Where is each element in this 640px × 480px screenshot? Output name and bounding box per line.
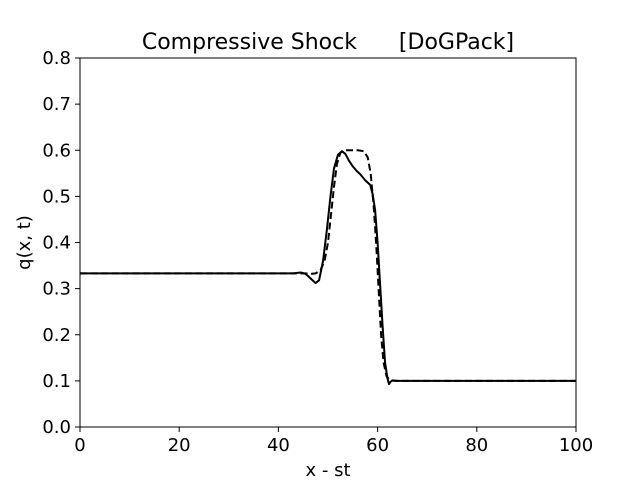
y-tick-label: 0.5 (42, 186, 71, 207)
y-tick-label: 0.6 (42, 140, 71, 161)
y-tick-label: 0.4 (42, 233, 71, 254)
y-tick-label: 0.1 (42, 371, 71, 392)
x-tick-label: 60 (366, 435, 389, 456)
dashed-series-line (80, 149, 576, 382)
y-tick-label: 0.7 (42, 94, 71, 115)
y-tick-label: 0.0 (42, 417, 71, 438)
x-tick-label: 100 (559, 435, 593, 456)
y-tick-label: 0.3 (42, 279, 71, 300)
y-axis-label: q(x, t) (14, 215, 35, 270)
y-tick-label: 0.2 (42, 325, 71, 346)
series-layer (80, 149, 576, 386)
x-axis-label: x - st (305, 460, 350, 480)
axis-ticks: 0 20 40 60 80 100 0.0 0.1 0.2 0.3 0.4 0.5 0.6 0.7 0.8 (42, 48, 593, 456)
plot-frame (79, 57, 577, 428)
x-tick-label: 20 (168, 435, 191, 456)
x-tick-label: 40 (267, 435, 290, 456)
x-tick-label: 0 (74, 435, 85, 456)
chart-title: Compressive Shock [DoGPack] (142, 30, 514, 55)
solid-series-line (80, 150, 576, 386)
y-tick-label: 0.8 (42, 48, 71, 69)
x-tick-label: 80 (465, 435, 488, 456)
